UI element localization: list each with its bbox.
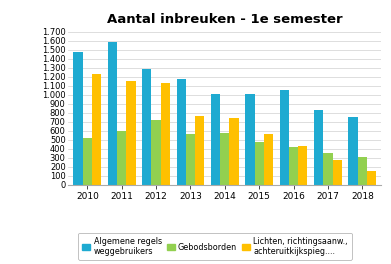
Bar	[348, 117, 358, 185]
Bar	[220, 133, 230, 185]
Bar	[176, 79, 186, 185]
Bar	[314, 110, 323, 185]
Bar	[83, 138, 92, 185]
Bar	[211, 94, 220, 185]
Bar	[289, 147, 298, 185]
Bar	[280, 90, 289, 185]
Bar	[117, 131, 126, 185]
Bar	[195, 116, 204, 185]
Title: Aantal inbreuken - 1e semester: Aantal inbreuken - 1e semester	[107, 13, 343, 26]
Bar	[367, 172, 376, 185]
Bar	[358, 157, 367, 185]
Bar	[151, 120, 161, 185]
Bar	[126, 81, 136, 185]
Legend: Algemene regels
weggebruikers, Gebodsborden, Lichten, richtingsaanw.,
achteruitk: Algemene regels weggebruikers, Gebodsbor…	[79, 233, 352, 260]
Bar	[74, 52, 83, 185]
Bar	[92, 74, 101, 185]
Bar	[323, 153, 333, 185]
Bar	[333, 161, 342, 185]
Bar	[230, 118, 239, 185]
Bar	[264, 134, 273, 185]
Bar	[186, 134, 195, 185]
Bar	[255, 142, 264, 185]
Bar	[142, 69, 151, 185]
Bar	[161, 83, 170, 185]
Bar	[245, 94, 255, 185]
Bar	[108, 42, 117, 185]
Bar	[298, 146, 307, 185]
